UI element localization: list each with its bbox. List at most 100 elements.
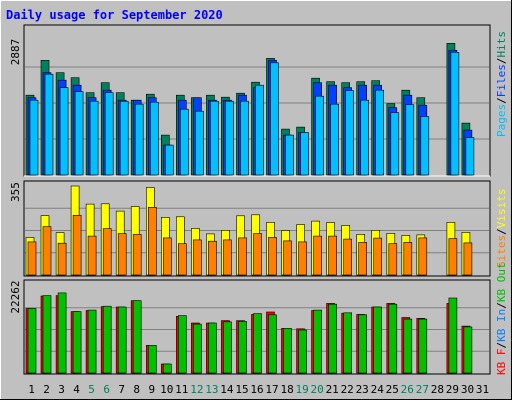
volume-bar-kb-out-day-21 — [328, 303, 337, 374]
volume-bar-kb-out-day-11 — [178, 315, 187, 374]
visitors-bar-sites-day-12 — [193, 239, 202, 276]
visitors-bar-sites-day-5 — [87, 235, 97, 276]
volume-bar-kb-out-day-24 — [373, 306, 383, 374]
visitors-bar-sites-day-20 — [313, 235, 322, 276]
day-label-27: 27 — [416, 383, 429, 396]
volume-bar-kb-out-day-4 — [72, 311, 82, 374]
day-label-31: 31 — [476, 383, 489, 396]
legend-separator: / — [495, 58, 508, 65]
volume-bar-kb-out-day-1 — [27, 308, 37, 374]
volume-bar-kb-out-day-26 — [403, 318, 413, 374]
day-label-28: 28 — [431, 383, 444, 396]
day-label-5: 5 — [88, 383, 95, 396]
usage-panel — [23, 24, 491, 177]
day-label-1: 1 — [28, 383, 35, 396]
visitors-bar-sites-day-27 — [418, 237, 428, 276]
day-label-7: 7 — [118, 383, 125, 396]
volume-bar-kb-out-day-16 — [253, 313, 262, 374]
usage-bar-pages-day-2 — [44, 73, 54, 176]
usage-bar-pages-day-7 — [119, 100, 129, 176]
day-label-29: 29 — [446, 383, 459, 396]
usage-bar-pages-day-12 — [195, 110, 204, 176]
day-label-18: 18 — [280, 383, 293, 396]
usage-bar-pages-day-15 — [240, 100, 249, 176]
volume-bar-kb-out-day-27 — [418, 318, 428, 374]
visitors-bar-sites-day-16 — [253, 233, 262, 276]
day-label-10: 10 — [160, 383, 173, 396]
volume-bar-kb-out-day-3 — [57, 292, 67, 374]
visitors-bar-sites-day-10 — [163, 237, 172, 276]
visitors-bar-sites-day-17 — [268, 237, 277, 276]
legend-top: Pages/Files/Hits — [495, 31, 508, 137]
visitors-bar-sites-day-21 — [328, 235, 337, 276]
volume-bar-kb-out-day-23 — [358, 314, 368, 374]
day-label-21: 21 — [326, 383, 339, 396]
visitors-bar-sites-day-6 — [102, 228, 112, 276]
legend-middle: Sites/Visits — [495, 189, 508, 269]
visitors-bar-sites-day-15 — [238, 237, 247, 276]
legend-separator: / — [495, 97, 508, 104]
day-label-24: 24 — [371, 383, 385, 396]
day-label-19: 19 — [295, 383, 308, 396]
usage-bar-pages-day-18 — [285, 134, 294, 176]
usage-bar-pages-day-29 — [450, 51, 460, 176]
usage-bar-pages-day-4 — [74, 91, 84, 176]
usage-bar-pages-day-24 — [375, 89, 385, 176]
visitors-bar-sites-day-24 — [373, 237, 383, 276]
day-label-23: 23 — [356, 383, 369, 396]
volume-bar-kb-out-day-13 — [208, 322, 217, 374]
volume-bar-kb-out-day-12 — [193, 323, 202, 374]
visitors-bar-sites-day-25 — [388, 243, 398, 276]
volume-bar-kb-out-day-8 — [132, 300, 142, 374]
legend-separator: / — [495, 228, 508, 235]
day-label-17: 17 — [265, 383, 278, 396]
volume-bar-kb-out-day-17 — [268, 314, 277, 374]
volume-panel — [23, 279, 491, 375]
day-label-11: 11 — [175, 383, 188, 396]
volume-bar-kb-out-day-30 — [463, 326, 473, 374]
usage-bar-pages-day-6 — [104, 92, 114, 176]
visitors-bar-sites-day-30 — [463, 242, 473, 276]
visitors-bar-sites-day-22 — [343, 238, 353, 276]
visitors-panel — [23, 180, 491, 277]
visitors-bar-sites-day-8 — [132, 234, 142, 276]
usage-bar-pages-day-5 — [89, 100, 99, 176]
volume-bar-kb-out-day-7 — [117, 306, 127, 374]
volume-bar-kb-out-day-10 — [163, 363, 172, 374]
usage-bar-pages-day-19 — [300, 132, 309, 176]
volume-ymax-label: 22262 — [9, 280, 22, 313]
usage-bar-pages-day-1 — [29, 99, 39, 176]
visitors-bar-sites-day-1 — [27, 241, 37, 276]
usage-bar-pages-day-3 — [59, 87, 69, 176]
visitors-bar-sites-day-26 — [403, 242, 413, 276]
visitors-bar-sites-day-11 — [178, 243, 187, 276]
day-label-26: 26 — [401, 383, 414, 396]
day-label-30: 30 — [461, 383, 474, 396]
volume-bar-kb-out-day-9 — [148, 344, 157, 374]
visitors-bar-sites-day-2 — [42, 226, 52, 276]
day-label-25: 25 — [386, 383, 399, 396]
volume-bar-kb-out-day-29 — [448, 297, 458, 374]
usage-bar-pages-day-26 — [405, 104, 415, 176]
day-label-8: 8 — [133, 383, 140, 396]
legend-pages: Pages — [495, 104, 508, 137]
visitors-bar-sites-day-9 — [148, 207, 157, 276]
volume-bar-kb-out-day-22 — [343, 312, 353, 374]
usage-bar-pages-day-20 — [315, 95, 324, 176]
volume-bar-kb-out-day-18 — [283, 328, 292, 374]
legend-kbf: KB F — [495, 349, 508, 376]
legend-separator: / — [495, 302, 508, 309]
day-label-4: 4 — [73, 383, 80, 396]
visitors-bar-sites-day-14 — [223, 239, 232, 276]
volume-bar-kb-out-day-20 — [313, 309, 322, 374]
visitors-ymax-label: 355 — [9, 182, 22, 202]
usage-bar-pages-day-30 — [465, 137, 475, 176]
usage-bar-pages-day-14 — [225, 100, 234, 176]
day-label-12: 12 — [190, 383, 203, 396]
usage-bar-pages-day-23 — [360, 99, 370, 176]
day-label-13: 13 — [205, 383, 218, 396]
usage-bar-pages-day-11 — [180, 108, 189, 176]
legend-hits: Hits — [495, 31, 508, 58]
visitors-bar-sites-day-13 — [208, 240, 217, 276]
